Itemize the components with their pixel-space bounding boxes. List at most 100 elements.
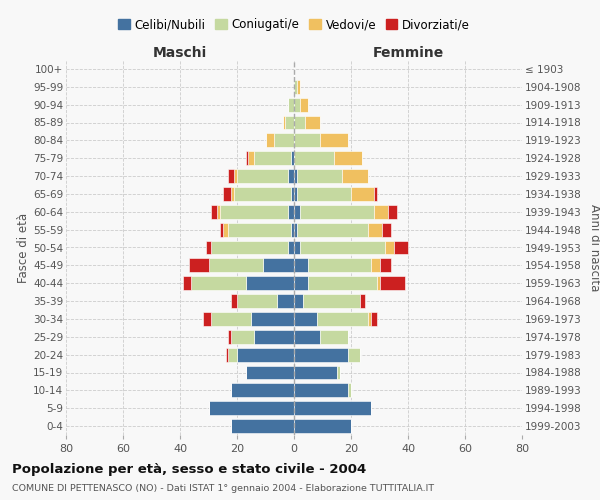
Bar (232, 419, 294, 433)
Bar (371, 258, 380, 272)
Bar (191, 276, 245, 290)
Bar (380, 276, 405, 290)
Bar (203, 312, 211, 326)
Bar (274, 134, 294, 147)
Bar (300, 240, 385, 254)
Bar (359, 294, 365, 308)
Y-axis label: Anni di nascita: Anni di nascita (588, 204, 600, 291)
Bar (289, 205, 294, 219)
Bar (377, 276, 380, 290)
Bar (294, 419, 351, 433)
Bar (294, 134, 320, 147)
Bar (294, 116, 305, 130)
Bar (294, 330, 320, 344)
Bar (294, 187, 297, 201)
Bar (229, 222, 291, 236)
Bar (317, 312, 368, 326)
Bar (223, 187, 232, 201)
Bar (232, 384, 294, 398)
Bar (237, 169, 289, 183)
Bar (206, 240, 211, 254)
Bar (343, 169, 368, 183)
Bar (232, 187, 234, 201)
Bar (265, 134, 274, 147)
Bar (374, 187, 377, 201)
Bar (294, 294, 302, 308)
Bar (394, 240, 408, 254)
Bar (237, 294, 277, 308)
Bar (245, 151, 248, 165)
Bar (320, 134, 348, 147)
Bar (297, 169, 343, 183)
Bar (229, 348, 237, 362)
Bar (291, 222, 294, 236)
Bar (211, 312, 251, 326)
Bar (300, 205, 374, 219)
Bar (294, 401, 371, 415)
Bar (237, 348, 294, 362)
Bar (371, 312, 377, 326)
Bar (388, 205, 397, 219)
Bar (291, 187, 294, 201)
Text: Femmine: Femmine (373, 46, 443, 60)
Text: COMUNE DI PETTENASCO (NO) - Dati ISTAT 1° gennaio 2004 - Elaborazione TUTTITALIA: COMUNE DI PETTENASCO (NO) - Dati ISTAT 1… (12, 484, 434, 493)
Bar (220, 222, 223, 236)
Legend: Celibi/Nubili, Coniugati/e, Vedovi/e, Divorziati/e: Celibi/Nubili, Coniugati/e, Vedovi/e, Di… (113, 14, 475, 36)
Bar (229, 169, 234, 183)
Bar (380, 258, 391, 272)
Bar (294, 240, 300, 254)
Bar (234, 169, 237, 183)
Bar (334, 151, 362, 165)
Bar (283, 116, 286, 130)
Bar (183, 276, 191, 290)
Bar (385, 240, 394, 254)
Bar (294, 80, 297, 94)
Bar (226, 348, 229, 362)
Bar (294, 366, 337, 380)
Text: Maschi: Maschi (153, 46, 207, 60)
Bar (368, 312, 371, 326)
Bar (294, 312, 317, 326)
Bar (300, 98, 308, 112)
Bar (286, 116, 294, 130)
Bar (297, 187, 351, 201)
Text: Popolazione per età, sesso e stato civile - 2004: Popolazione per età, sesso e stato civil… (12, 462, 366, 475)
Bar (294, 258, 308, 272)
Bar (305, 116, 320, 130)
Bar (294, 169, 297, 183)
Bar (223, 222, 229, 236)
Bar (348, 384, 351, 398)
Bar (351, 187, 374, 201)
Bar (248, 151, 254, 165)
Bar (220, 205, 289, 219)
Bar (302, 294, 359, 308)
Bar (232, 330, 254, 344)
Bar (217, 205, 220, 219)
Bar (308, 276, 377, 290)
Bar (254, 151, 291, 165)
Bar (368, 222, 382, 236)
Bar (211, 205, 217, 219)
Bar (297, 222, 368, 236)
Bar (374, 205, 388, 219)
Y-axis label: Fasce di età: Fasce di età (17, 212, 30, 282)
Bar (294, 276, 308, 290)
Bar (234, 187, 291, 201)
Bar (294, 384, 348, 398)
Bar (294, 151, 334, 165)
Bar (348, 348, 359, 362)
Bar (308, 258, 371, 272)
Bar (294, 348, 348, 362)
Bar (291, 151, 294, 165)
Bar (289, 240, 294, 254)
Bar (232, 294, 237, 308)
Bar (245, 276, 294, 290)
Bar (209, 258, 263, 272)
Bar (209, 401, 294, 415)
Bar (289, 98, 294, 112)
Bar (263, 258, 294, 272)
Bar (294, 222, 297, 236)
Bar (289, 169, 294, 183)
Bar (245, 366, 294, 380)
Bar (297, 80, 300, 94)
